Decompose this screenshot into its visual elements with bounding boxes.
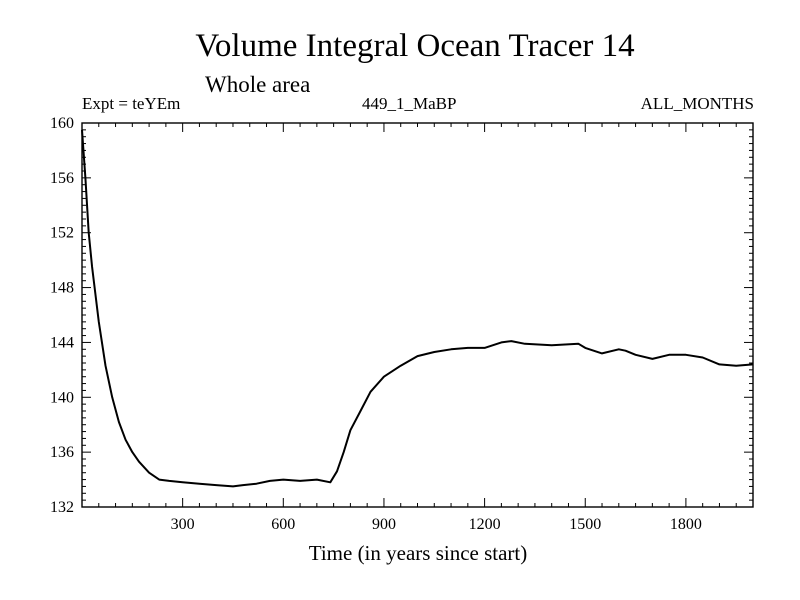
experiment-label: Expt = teYEm	[82, 94, 181, 113]
axis-ticks	[82, 123, 753, 507]
y-tick-label: 152	[50, 225, 74, 242]
months-label: ALL_MONTHS	[640, 94, 754, 113]
run-label: 449_1_MaBP	[362, 94, 457, 113]
y-tick-label: 132	[50, 499, 74, 516]
y-tick-label: 136	[50, 444, 74, 461]
x-tick-label: 600	[271, 516, 295, 533]
axis-tick-labels: 300 600 900 1200 1500 1800 132 136 140 144 148 152 1…	[50, 115, 702, 533]
chart-subtitle: Whole area	[205, 72, 311, 97]
chart-title: Volume Integral Ocean Tracer 14	[195, 28, 635, 64]
y-tick-label: 160	[50, 115, 74, 132]
y-tick-label: 140	[50, 389, 74, 406]
y-tick-label: 144	[50, 334, 74, 351]
x-tick-label: 1800	[670, 516, 702, 533]
x-tick-label: 1500	[569, 516, 601, 533]
x-tick-label: 900	[372, 516, 396, 533]
y-tick-label: 148	[50, 280, 74, 297]
series-line	[81, 129, 754, 488]
x-tick-label: 300	[171, 516, 195, 533]
x-tick-label: 1200	[469, 516, 501, 533]
x-axis-label: Time (in years since start)	[309, 541, 528, 565]
plot-frame	[81, 122, 754, 508]
y-tick-label: 156	[50, 170, 74, 187]
